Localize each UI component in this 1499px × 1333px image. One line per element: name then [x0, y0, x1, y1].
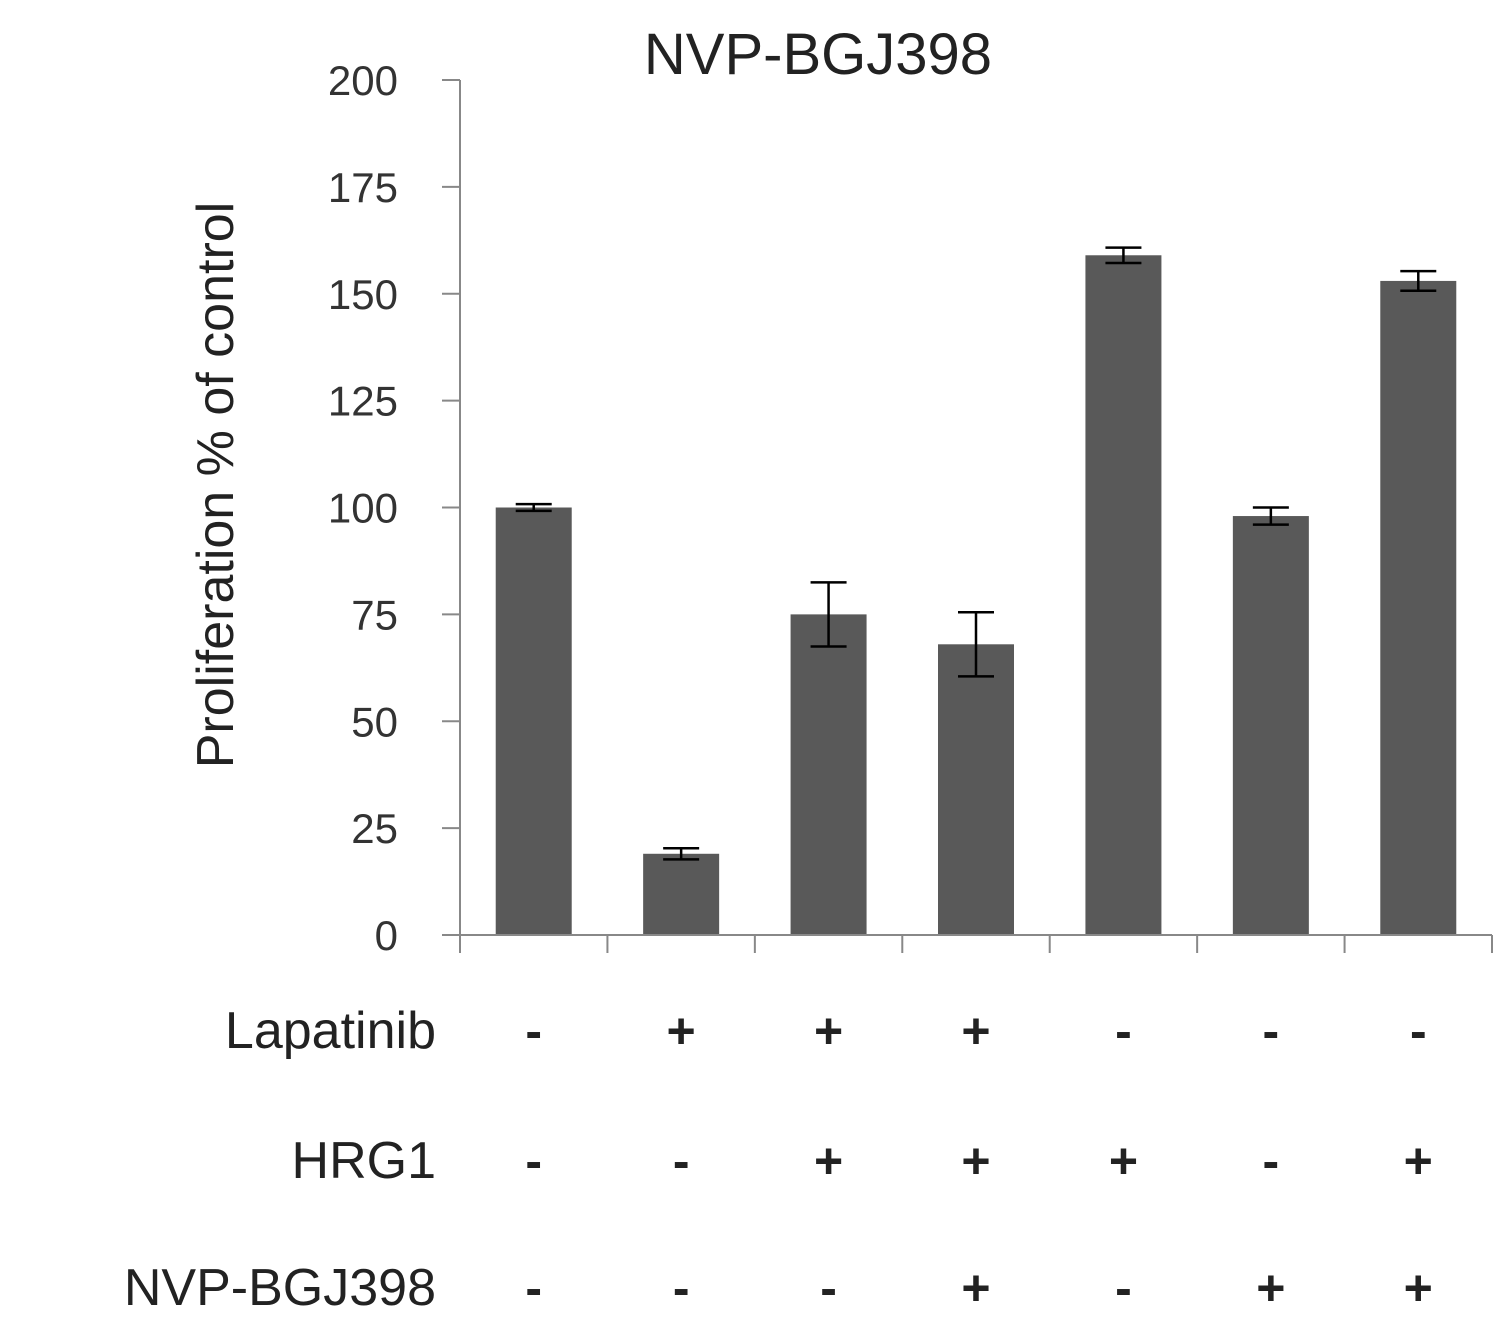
bar — [643, 853, 720, 935]
condition-sign: + — [814, 1133, 843, 1189]
condition-row-label: NVP-BGJ398 — [124, 1259, 436, 1317]
condition-sign: + — [961, 1003, 990, 1059]
bar — [790, 614, 867, 935]
y-tick-label: 0 — [375, 912, 398, 959]
y-tick-label: 200 — [328, 57, 398, 104]
condition-sign: - — [673, 1133, 690, 1189]
error-bar — [1105, 246, 1142, 265]
error-bar — [958, 610, 994, 678]
error-bar — [1252, 506, 1289, 526]
bar — [495, 507, 572, 935]
y-tick-label: 50 — [351, 698, 398, 745]
bars — [495, 255, 1457, 935]
condition-sign: + — [667, 1003, 696, 1059]
chart-title: NVP-BGJ398 — [644, 22, 992, 87]
condition-sign: - — [525, 1003, 542, 1059]
condition-sign: - — [1115, 1003, 1132, 1059]
condition-sign: - — [1263, 1133, 1280, 1189]
y-axis-label: Proliferation % of control — [187, 202, 245, 769]
condition-row-label: Lapatinib — [225, 1002, 436, 1060]
condition-sign: - — [525, 1133, 542, 1189]
y-tick-label: 100 — [328, 485, 398, 532]
condition-sign: + — [1404, 1133, 1433, 1189]
y-tick-label: 150 — [328, 271, 398, 318]
condition-sign: + — [1109, 1133, 1138, 1189]
bar — [1380, 280, 1457, 935]
condition-sign: + — [961, 1133, 990, 1189]
condition-sign: - — [1263, 1003, 1280, 1059]
condition-sign: + — [1256, 1260, 1285, 1316]
condition-sign: - — [525, 1260, 542, 1316]
condition-sign: - — [673, 1260, 690, 1316]
error-bar — [1400, 269, 1437, 293]
error-bar — [810, 581, 847, 648]
y-tick-label: 75 — [351, 591, 398, 638]
condition-table: Lapatinib - + + + - - - HRG1 - - + + + - + NVP-BGJ398 - - -… — [124, 1002, 1433, 1317]
bar — [1232, 516, 1309, 935]
condition-row-label: HRG1 — [292, 1132, 436, 1190]
condition-sign: - — [820, 1260, 837, 1316]
condition-sign: + — [961, 1260, 990, 1316]
condition-sign: - — [1115, 1260, 1132, 1316]
y-tick-label: 175 — [328, 164, 398, 211]
condition-sign: + — [814, 1003, 843, 1059]
condition-sign: - — [1410, 1003, 1427, 1059]
bar — [1085, 255, 1162, 935]
y-tick-label: 25 — [351, 805, 398, 852]
error-bar — [663, 846, 700, 861]
error-bar — [515, 502, 552, 513]
bar — [938, 644, 1014, 935]
y-axis-ticks: 0 25 50 75 100 125 150 175 200 — [328, 57, 460, 959]
error-bars — [515, 246, 1437, 861]
condition-sign: + — [1404, 1260, 1433, 1316]
axes — [459, 80, 1493, 953]
y-tick-label: 125 — [328, 378, 398, 425]
